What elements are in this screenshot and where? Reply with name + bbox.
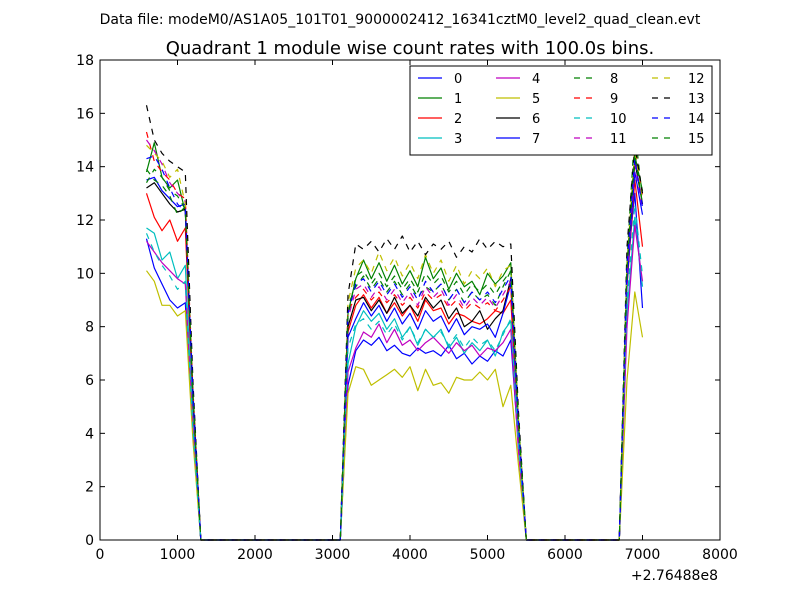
y-tick-label: 10 <box>76 266 94 282</box>
y-tick-label: 4 <box>85 426 94 442</box>
chart-title: Quadrant 1 module wise count rates with … <box>166 38 655 59</box>
legend-label-14: 14 <box>688 112 705 127</box>
x-tick-label: 4000 <box>392 547 428 563</box>
legend-label-10: 10 <box>610 112 627 127</box>
legend-label-8: 8 <box>610 72 618 87</box>
legend-label-1: 1 <box>454 92 462 107</box>
legend-label-9: 9 <box>610 92 618 107</box>
legend-label-0: 0 <box>454 72 462 87</box>
legend-label-11: 11 <box>610 132 627 147</box>
y-tick-label: 0 <box>85 533 94 549</box>
y-tick-label: 14 <box>76 160 94 176</box>
legend-label-15: 15 <box>688 132 705 147</box>
legend-label-12: 12 <box>688 72 705 87</box>
legend-label-4: 4 <box>532 72 540 87</box>
y-tick-label: 2 <box>85 480 94 496</box>
legend-box <box>409 65 713 156</box>
y-tick-label: 18 <box>76 53 94 69</box>
x-tick-label: 7000 <box>625 547 661 563</box>
x-offset-label: +2.76488e8 <box>631 568 718 584</box>
x-tick-label: 0 <box>96 547 105 563</box>
x-tick-label: 1000 <box>160 547 196 563</box>
legend-label-5: 5 <box>532 92 540 107</box>
x-tick-label: 6000 <box>547 547 583 563</box>
x-tick-label: 8000 <box>702 547 738 563</box>
x-tick-label: 3000 <box>315 547 351 563</box>
y-tick-label: 8 <box>85 320 94 336</box>
series-line-14 <box>146 155 644 541</box>
chart-suptitle: Data file: modeM0/AS1A05_101T01_90000024… <box>100 12 701 28</box>
y-tick-label: 12 <box>76 213 94 229</box>
y-tick-label: 16 <box>76 106 94 122</box>
legend-label-2: 2 <box>454 112 462 127</box>
x-tick-label: 5000 <box>470 547 506 563</box>
plot-frame <box>99 59 721 541</box>
x-tick-label: 2000 <box>237 547 273 563</box>
legend-label-13: 13 <box>688 92 705 107</box>
y-tick-label: 6 <box>85 373 94 389</box>
legend-label-7: 7 <box>532 132 540 147</box>
legend-label-3: 3 <box>454 132 462 147</box>
series-line-8 <box>146 128 644 541</box>
legend-label-6: 6 <box>532 112 540 127</box>
ticks-layer: 0 1000 2000 3000 4000 5000 6000 7000 80000246810… <box>76 53 738 563</box>
